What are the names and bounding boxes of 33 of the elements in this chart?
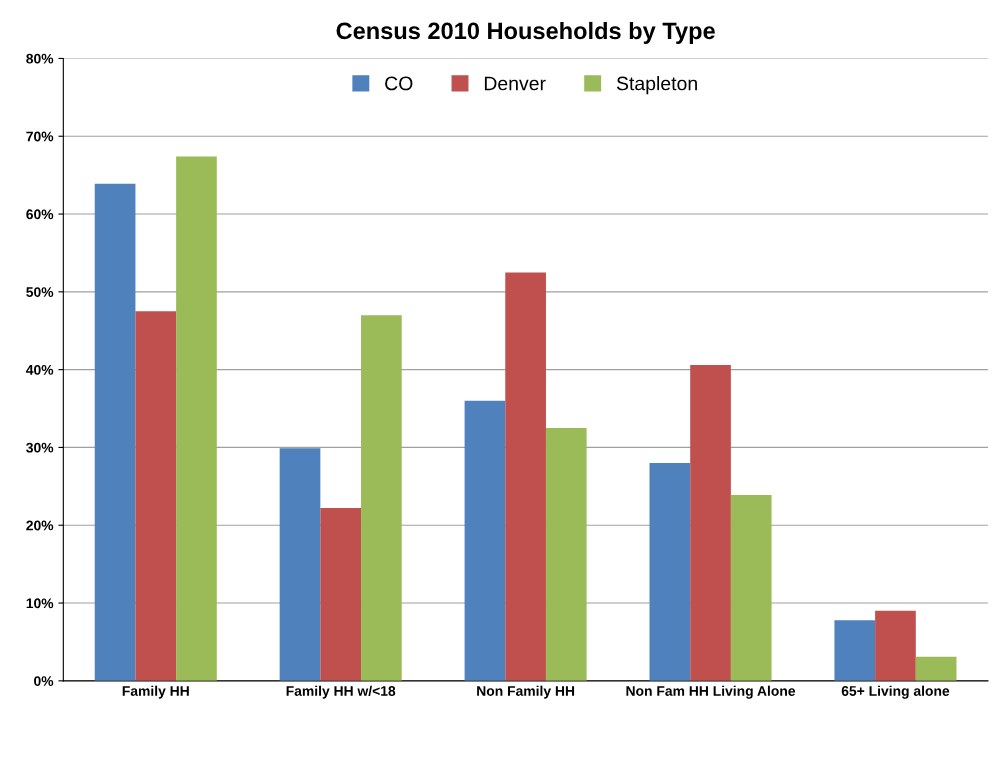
- bar: [361, 315, 402, 681]
- y-tick-label: 60%: [26, 209, 54, 220]
- y-tick-label: 70%: [26, 131, 54, 142]
- x-tick-label: Family HH w/<18: [286, 685, 396, 699]
- bar: [690, 364, 731, 681]
- bar: [875, 610, 916, 681]
- y-tick-label: 10%: [26, 598, 54, 609]
- y-tick-label: 20%: [26, 520, 54, 531]
- bar: [545, 427, 587, 681]
- bar: [320, 508, 362, 681]
- y-tick-label: 40%: [26, 364, 54, 375]
- bar: [505, 272, 546, 681]
- bar: [464, 400, 506, 681]
- bar: [279, 448, 321, 681]
- bar: [135, 311, 177, 681]
- legend-label: Denver: [484, 76, 546, 91]
- y-tick-label: 0%: [34, 676, 54, 686]
- legend-label: CO: [385, 76, 413, 91]
- x-tick-label: Non Fam HH Living Alone: [626, 685, 796, 699]
- bar: [94, 183, 136, 681]
- bar: [176, 156, 217, 681]
- chart-title: Census 2010 Households by Type: [336, 21, 715, 44]
- x-tick-label: Family HH: [122, 685, 189, 699]
- bar: [834, 620, 876, 681]
- x-tick-label: Non Family HH: [477, 685, 575, 699]
- legend-label: Stapleton: [616, 76, 697, 95]
- y-tick-label: 80%: [26, 53, 54, 64]
- y-tick-label: 30%: [26, 442, 54, 453]
- bar: [915, 656, 957, 681]
- y-tick-label: 50%: [26, 287, 54, 297]
- bar: [730, 494, 772, 681]
- bar: [649, 462, 691, 681]
- x-tick-label: 65+ Living alone: [841, 685, 950, 699]
